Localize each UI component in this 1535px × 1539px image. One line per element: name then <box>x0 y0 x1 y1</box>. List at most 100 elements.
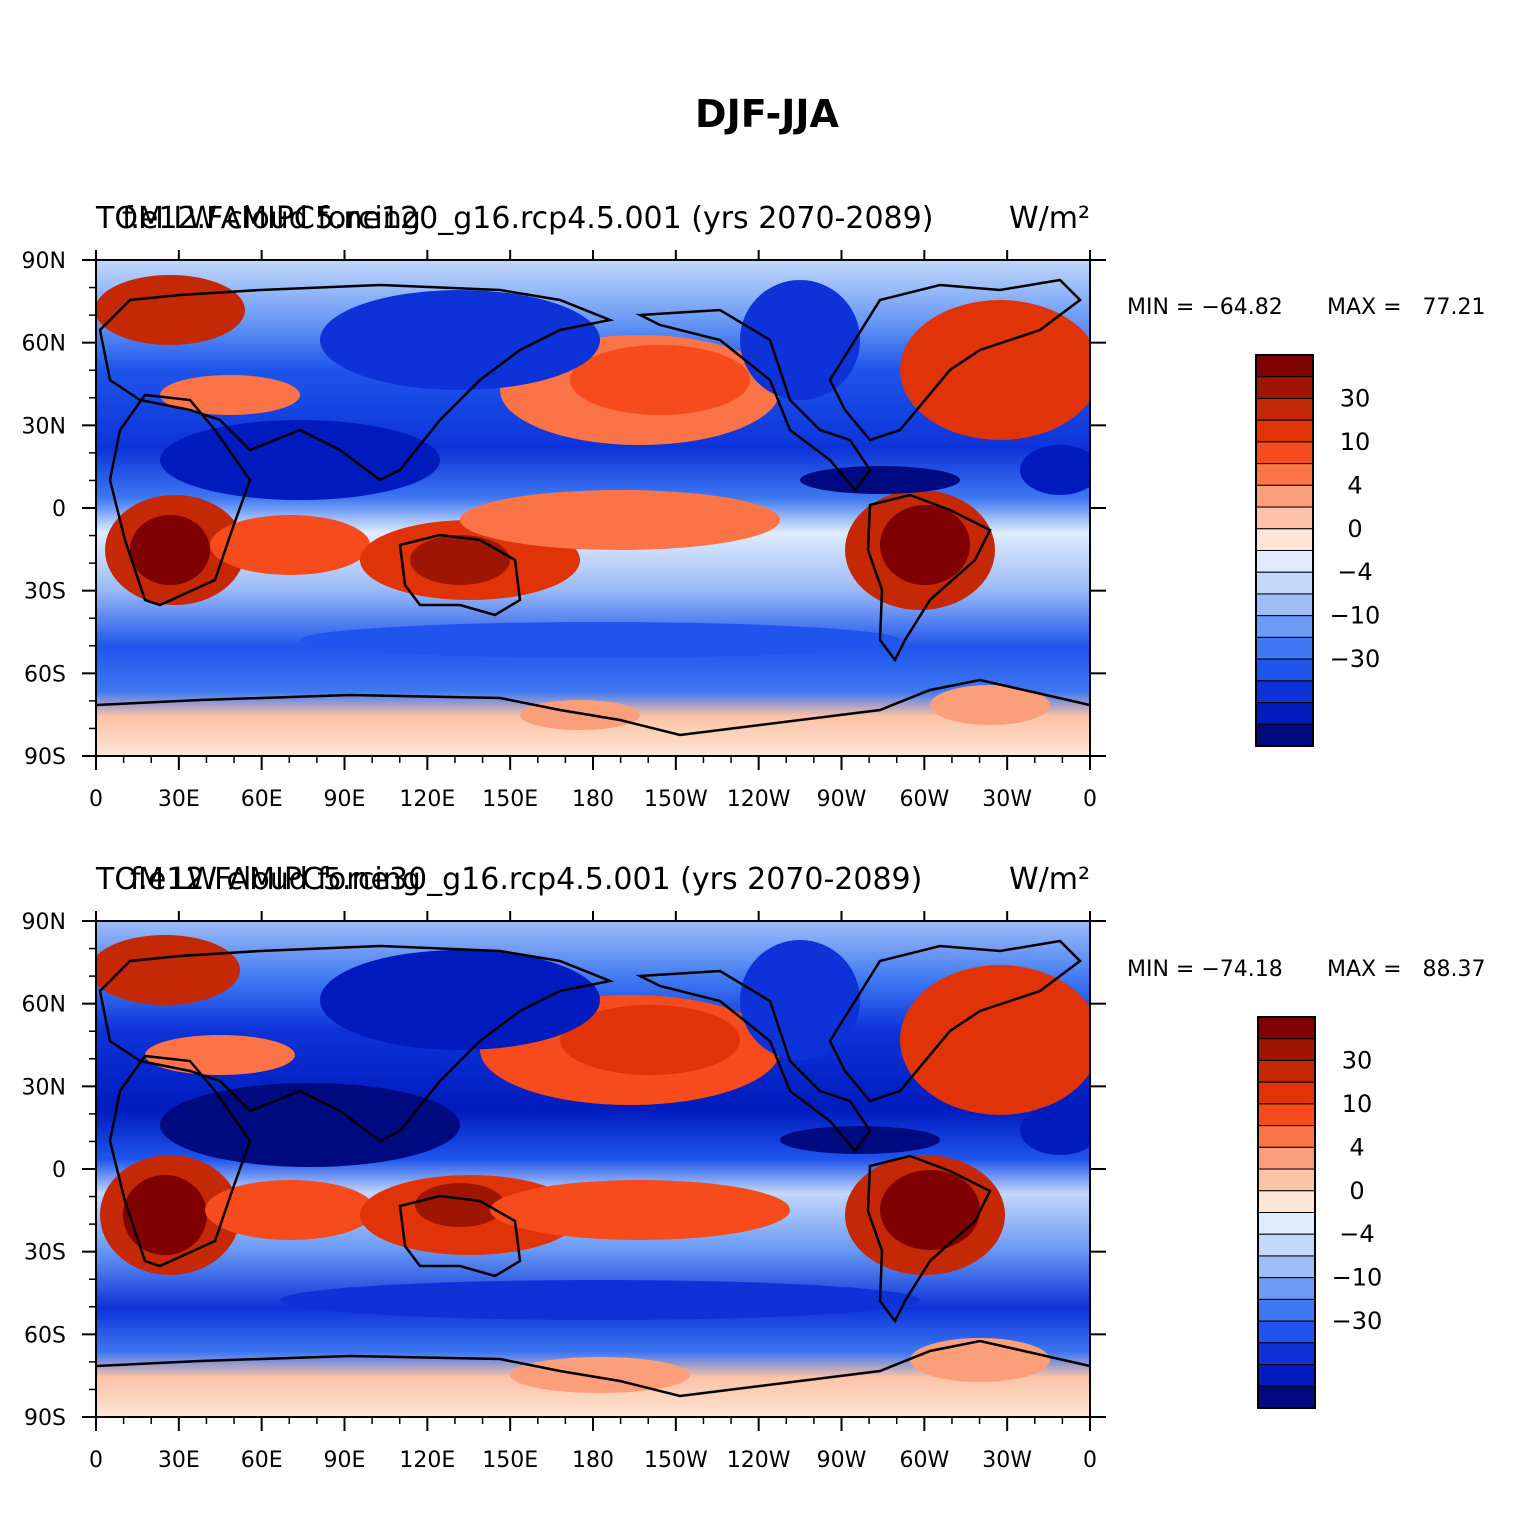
x-tick-label: 60E <box>241 787 283 812</box>
colorbar-swatch <box>1255 723 1314 747</box>
colorbar-swatch <box>1257 1059 1316 1083</box>
y-tick-label: 30N <box>22 414 66 439</box>
colorbar-label: 30 <box>1340 384 1371 412</box>
max-label: MAX = 77.21 <box>1327 295 1486 320</box>
y-tick-label: 90N <box>22 249 66 274</box>
colorbar-label: −10 <box>1330 602 1381 630</box>
y-tick-label: 60S <box>24 662 66 687</box>
x-tick-label: 60E <box>241 1448 283 1473</box>
coastlines <box>96 278 1090 737</box>
colorbar-swatch <box>1255 571 1314 595</box>
x-tick-label: 150W <box>644 1448 708 1473</box>
colorbar-swatch <box>1255 658 1314 682</box>
x-tick-label: 60W <box>899 787 949 812</box>
x-tick-label: 30E <box>158 1448 200 1473</box>
x-tick-label: 120W <box>727 787 791 812</box>
colorbar-label: 0 <box>1349 1177 1364 1205</box>
colorbar: 30 10 4 0 −4 −10 −30 <box>1255 354 1381 747</box>
colorbar-label: −30 <box>1330 645 1381 673</box>
colorbar-swatch <box>1257 1364 1316 1387</box>
colorbar-swatch <box>1255 528 1314 551</box>
colorbar-swatch <box>1257 1298 1316 1322</box>
x-tick-label: 90E <box>324 1448 366 1473</box>
y-tick-label: 60S <box>24 1323 66 1348</box>
y-axis: 90N 60N 30N 0 30S 60S 90S <box>22 249 1106 770</box>
colorbar-swatch <box>1255 397 1314 421</box>
x-tick-label: 60W <box>899 1448 949 1473</box>
colorbar-swatch <box>1255 376 1314 399</box>
x-tick-label: 150E <box>482 787 538 812</box>
colorbar-swatch <box>1255 680 1314 704</box>
colorbar-swatch <box>1255 636 1314 660</box>
colorbar-swatch <box>1255 441 1314 465</box>
colorbar-swatch <box>1257 1190 1316 1214</box>
coastlines <box>96 939 1090 1398</box>
colorbar-label: −4 <box>1337 558 1372 586</box>
colorbar-swatch <box>1255 550 1314 573</box>
y-tick-label: 90S <box>24 745 66 770</box>
colorbar-label: 4 <box>1347 471 1362 499</box>
min-label: MIN = −64.82 <box>1127 295 1283 320</box>
colorbar-label: −4 <box>1339 1220 1374 1248</box>
x-tick-label: 120E <box>399 787 455 812</box>
y-tick-label: 90N <box>22 910 66 935</box>
colorbar-swatch <box>1257 1233 1316 1257</box>
units-label: W/m² <box>1009 201 1090 236</box>
y-tick-label: 30S <box>24 580 66 605</box>
map-field <box>96 921 1090 1417</box>
min-label: MIN = −74.18 <box>1127 957 1283 982</box>
x-tick-label: 0 <box>1083 787 1097 812</box>
panel-bottom: TOM LW cloud forcing f.e12.FAMIPC5.ne30_… <box>22 862 1486 1473</box>
x-tick-label: 0 <box>89 1448 103 1473</box>
colorbar-label: 10 <box>1342 1090 1373 1118</box>
x-tick-label: 150E <box>482 1448 538 1473</box>
colorbar-swatch <box>1257 1385 1316 1409</box>
colorbar-swatch <box>1257 1168 1316 1192</box>
colorbar-swatch <box>1257 1146 1316 1170</box>
x-tick-label: 90W <box>817 1448 867 1473</box>
colorbar-label: 10 <box>1340 428 1371 456</box>
colorbar-swatch <box>1255 506 1314 530</box>
figure-title: DJF-JJA <box>695 92 840 136</box>
colorbar-label: 4 <box>1349 1133 1364 1161</box>
y-tick-label: 30S <box>24 1241 66 1266</box>
colorbar-swatch <box>1255 463 1314 486</box>
x-tick-label: 180 <box>572 1448 614 1473</box>
colorbar-swatch <box>1255 419 1314 443</box>
x-tick-label: 90W <box>817 787 867 812</box>
panel-title-overlap: TOM LW cloud forcing <box>95 201 421 236</box>
colorbar-frame <box>1255 354 1314 747</box>
colorbar-swatch <box>1255 593 1314 617</box>
x-axis: 0 30E 60E 90E 120E 150E 180 150W 120W 90W 60W 30W 0 <box>89 250 1097 812</box>
colorbar-swatch <box>1257 1212 1316 1235</box>
panel-top: TOM LW cloud forcing f.e12.FAMIPC5.ne120… <box>22 201 1486 812</box>
colorbar-swatch <box>1255 354 1314 378</box>
panel-title-overlap: TOM LW cloud forcing <box>95 862 421 897</box>
x-tick-label: 0 <box>89 787 103 812</box>
colorbar-swatch <box>1255 615 1314 638</box>
x-tick-label: 30E <box>158 787 200 812</box>
colorbar-swatch <box>1257 1277 1316 1300</box>
colorbar: 30 10 4 0 −4 −10 −30 <box>1257 1016 1383 1409</box>
colorbar-frame <box>1257 1016 1316 1409</box>
colorbar-swatch <box>1255 702 1314 725</box>
y-tick-label: 30N <box>22 1075 66 1100</box>
x-tick-label: 90E <box>324 787 366 812</box>
colorbar-label: −30 <box>1332 1307 1383 1335</box>
panel-title: f.e12.FAMIPC5.ne120_g16.rcp4.5.001 (yrs … <box>122 201 933 236</box>
colorbar-swatch <box>1255 484 1314 508</box>
colorbar-label: 0 <box>1347 515 1362 543</box>
x-tick-label: 150W <box>644 787 708 812</box>
colorbar-swatch <box>1257 1103 1316 1127</box>
y-tick-label: 60N <box>22 332 66 357</box>
colorbar-label: 30 <box>1342 1046 1373 1074</box>
panel-title: f.e12.FAMIPC5.ne30_g16.rcp4.5.001 (yrs 2… <box>130 862 922 897</box>
units-label: W/m² <box>1009 862 1090 897</box>
x-tick-label: 120W <box>727 1448 791 1473</box>
colorbar-swatch <box>1257 1081 1316 1105</box>
colorbar-swatch <box>1257 1016 1316 1040</box>
x-tick-label: 180 <box>572 787 614 812</box>
colorbar-label: −10 <box>1332 1264 1383 1292</box>
